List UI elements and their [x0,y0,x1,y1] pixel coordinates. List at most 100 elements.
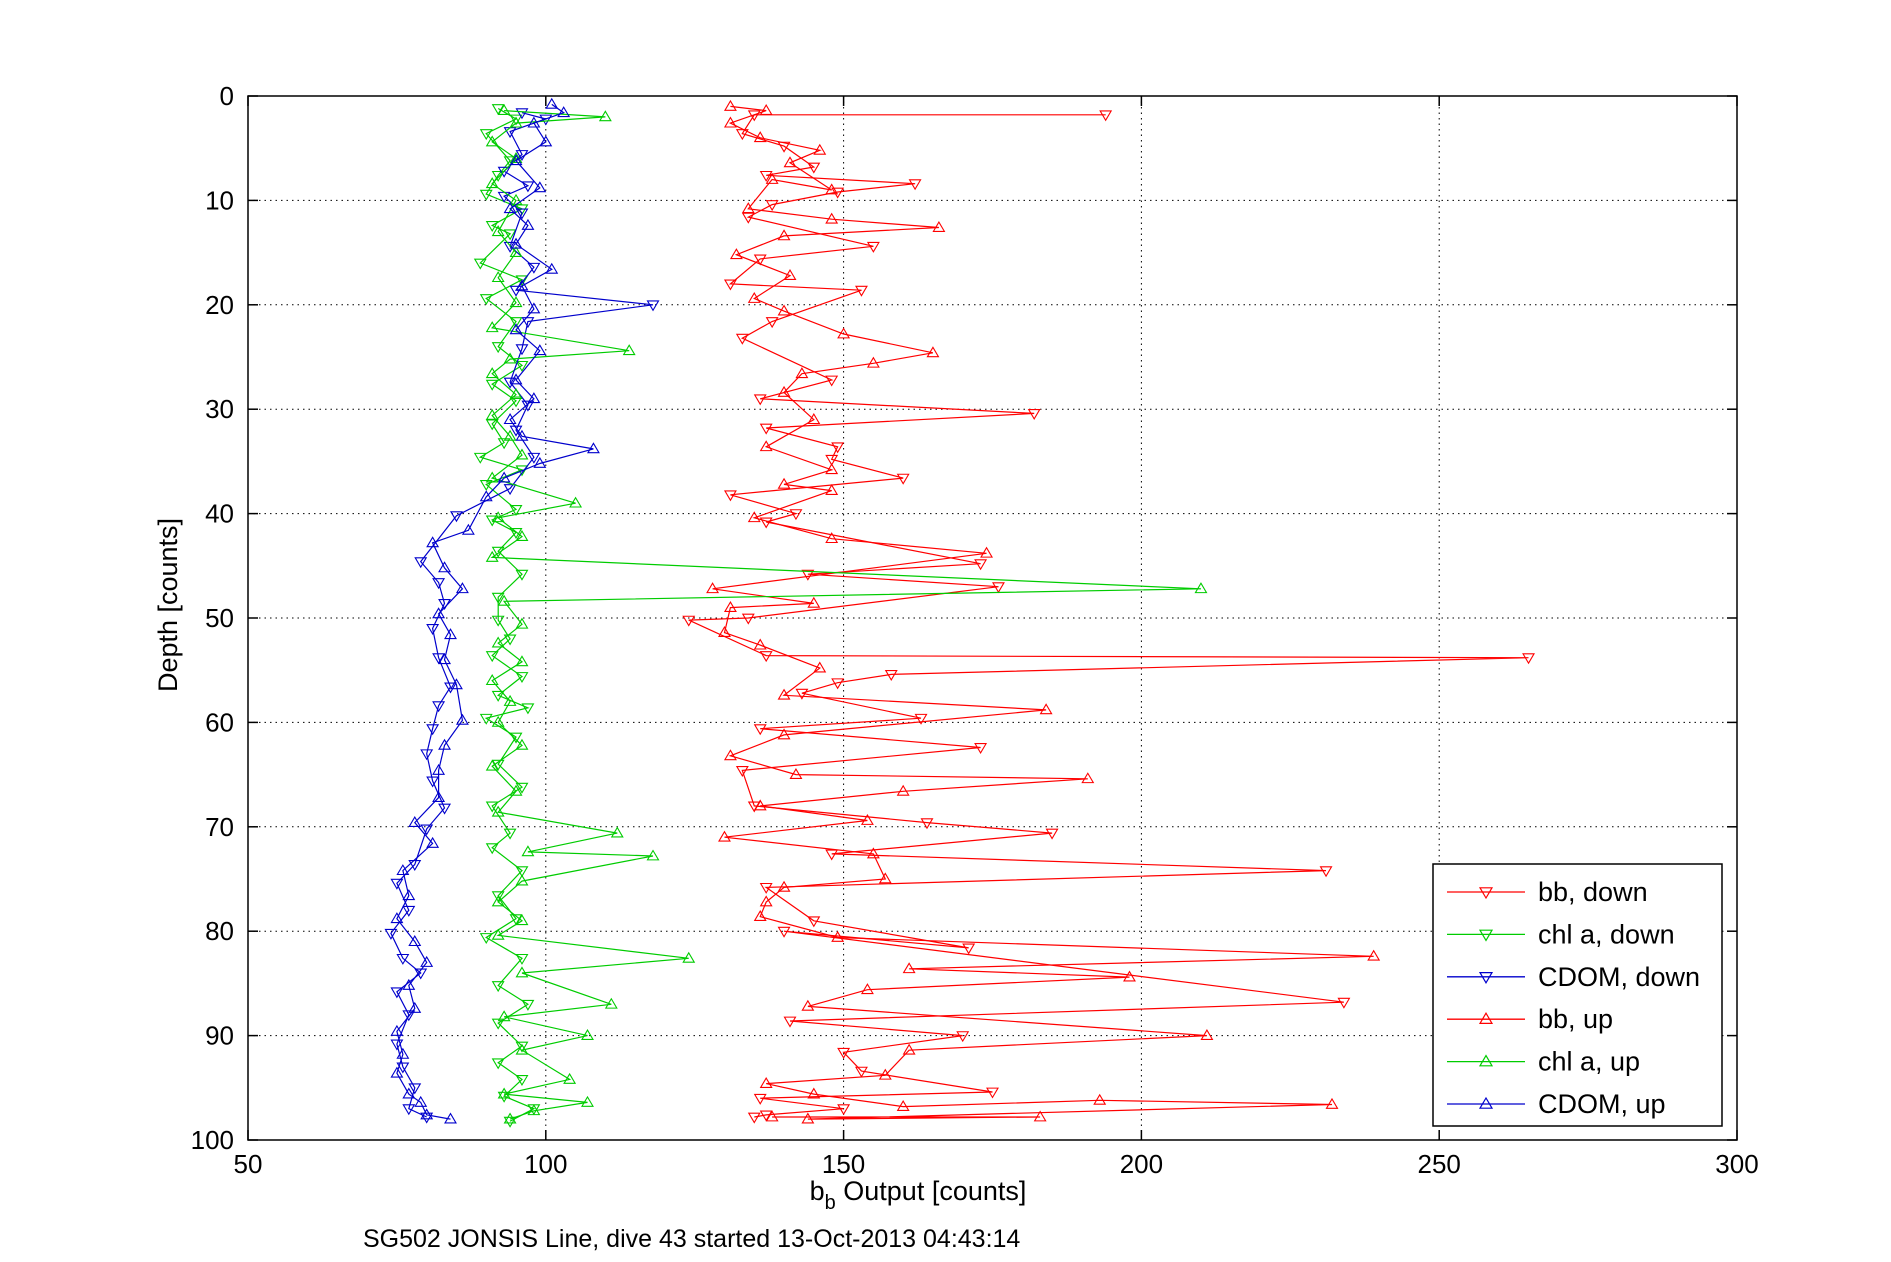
legend-label: CDOM, up [1538,1089,1666,1119]
data-point [509,505,523,517]
data-point [485,759,499,771]
data-point [974,559,988,571]
data-point [444,628,457,640]
data-point [402,1104,416,1116]
data-point [479,129,493,141]
data-point [485,651,499,663]
data-point [515,108,529,120]
data-point [753,1093,767,1105]
data-point [432,763,446,775]
data-point [831,930,845,942]
data-point [515,672,529,684]
data-point [515,275,529,287]
data-point [860,983,874,995]
data-point [563,1072,577,1084]
data-point [759,170,773,182]
data-point [426,536,440,548]
data-point [491,1058,505,1070]
data-point [831,442,845,454]
data-point [503,1116,517,1128]
data-point [485,419,499,431]
x-axis-label-main: b [810,1176,825,1206]
data-point [759,1077,773,1089]
data-point [485,515,499,527]
data-point [491,511,505,523]
data-point [491,981,505,993]
series-line [478,107,536,1122]
data-point [509,373,523,385]
data-point [497,104,511,116]
data-point [497,166,511,178]
data-point [497,1091,511,1103]
data-point [408,935,422,947]
legend-label: bb, up [1538,1004,1613,1034]
data-point [718,830,731,842]
legend-marker [1478,1054,1494,1067]
x-axis-label: bb Output [counts] [810,1176,1027,1214]
data-point [777,728,791,740]
data-point [1319,866,1333,878]
legend-item: bb, down [1447,877,1648,907]
data-point [449,678,463,690]
y-tick-label: 20 [205,290,234,320]
data-point [807,916,821,928]
data-point [509,914,523,926]
x-tick-label: 250 [1418,1149,1461,1179]
data-point [515,429,529,441]
data-point [491,636,505,648]
data-point [753,724,767,736]
data-point [503,377,517,389]
data-point [1045,828,1059,840]
legend-marker [1478,887,1494,900]
data-point [408,816,422,828]
data-point [896,1100,910,1111]
data-point [855,285,868,297]
data-point [753,799,767,811]
data-point [503,429,517,441]
series-line [390,112,654,1118]
data-point [718,626,731,638]
data-point [527,116,541,128]
data-point [509,116,523,128]
series-line [688,114,1529,1118]
data-point [455,582,469,594]
data-point [491,715,505,727]
data-point [432,790,446,802]
legend-label: chl a, up [1538,1047,1640,1077]
data-point [759,1110,773,1122]
data-point [473,452,487,464]
data-point [515,465,529,477]
data-point [765,317,779,329]
data-point [521,845,535,857]
data-point [759,651,773,663]
legend-item: bb, up [1447,1004,1613,1034]
y-tick-label: 40 [205,499,234,529]
data-point [509,285,523,297]
data-point [723,749,737,761]
data-point [509,387,523,399]
data-point [491,592,505,604]
data-point [515,1075,529,1087]
data-point [515,529,529,541]
data-point [509,527,523,539]
data-point [753,131,767,143]
data-point [402,1010,416,1022]
data-point [527,1104,541,1116]
y-tick-label: 60 [205,707,234,737]
data-point [735,333,749,345]
data-point [789,509,803,521]
x-axis-label-subscript: b [825,1192,836,1214]
legend-box [1432,863,1723,1127]
data-point [420,824,434,836]
data-point [402,1087,416,1099]
series-bb-up [706,99,1381,1124]
data-point [682,615,696,627]
data-point [1337,997,1351,1009]
data-point [974,743,988,755]
data-point [837,1047,851,1059]
data-point [503,1112,517,1124]
data-point [497,594,511,606]
data-point [426,776,440,788]
data-point [825,484,839,496]
data-point [807,413,821,425]
